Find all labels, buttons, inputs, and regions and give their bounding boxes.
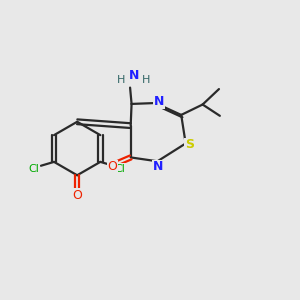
Text: S: S — [185, 138, 194, 152]
Text: N: N — [153, 160, 163, 173]
Text: N: N — [128, 69, 139, 82]
Text: O: O — [107, 160, 117, 173]
Text: H: H — [142, 75, 151, 85]
Text: H: H — [116, 75, 125, 85]
Text: N: N — [154, 95, 164, 108]
Text: Cl: Cl — [29, 164, 40, 174]
Text: O: O — [72, 189, 82, 202]
Text: Cl: Cl — [115, 164, 126, 174]
